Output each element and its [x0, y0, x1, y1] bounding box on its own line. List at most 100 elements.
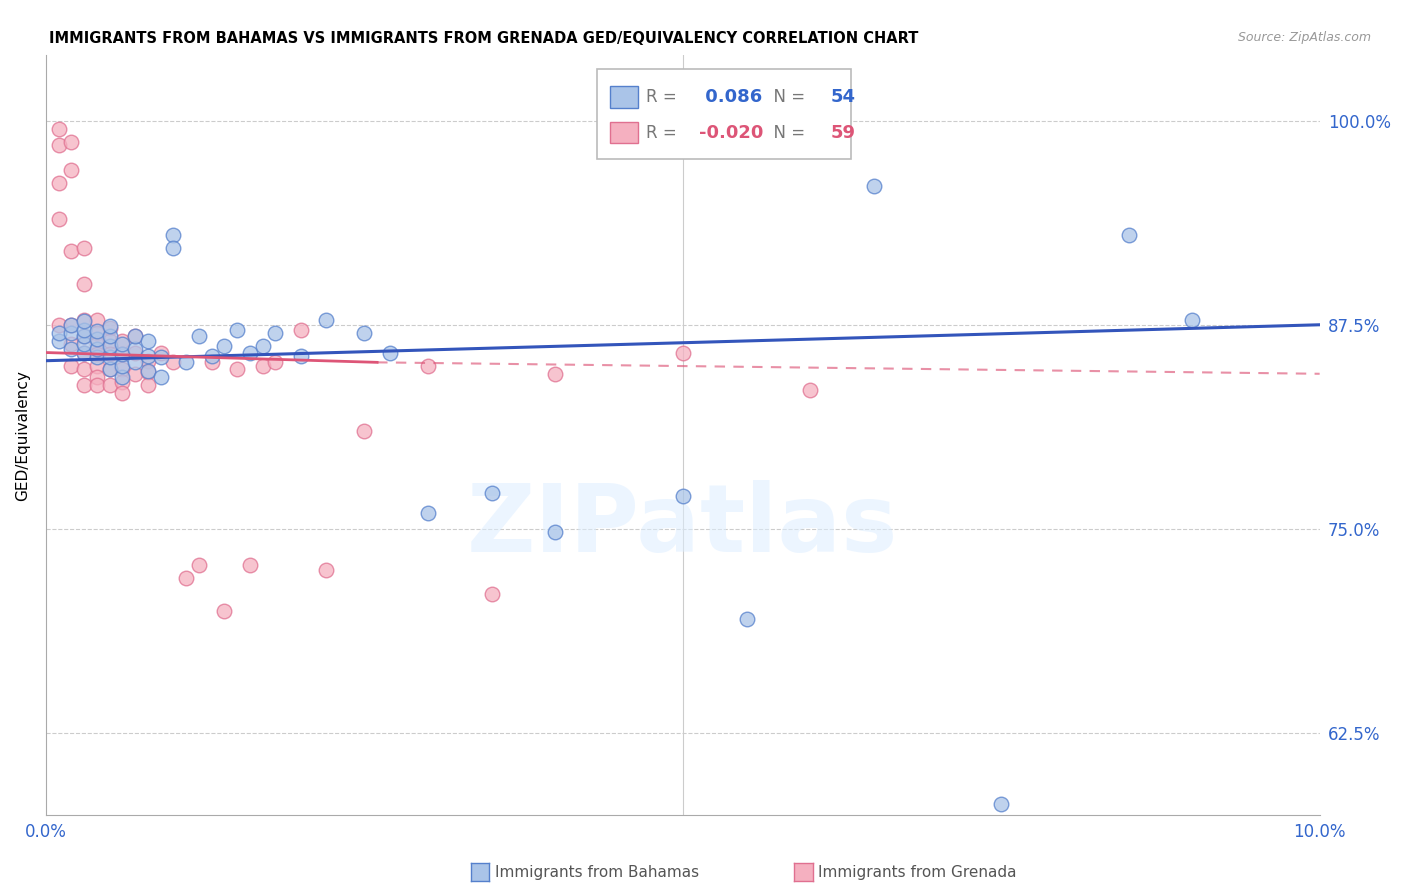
Point	[111, 370, 134, 384]
Text: R =: R =	[645, 124, 682, 142]
Point	[60, 359, 83, 373]
Point	[544, 525, 567, 540]
Point	[86, 333, 108, 347]
Point	[73, 277, 96, 291]
Point	[48, 326, 70, 340]
Point	[60, 135, 83, 149]
Y-axis label: GED/Equivalency: GED/Equivalency	[15, 369, 30, 500]
FancyBboxPatch shape	[610, 122, 638, 144]
Point	[86, 324, 108, 338]
Point	[136, 349, 159, 363]
Point	[136, 365, 159, 379]
Point	[1181, 313, 1204, 327]
Point	[111, 362, 134, 376]
Point	[672, 345, 695, 359]
Point	[48, 138, 70, 153]
Point	[98, 347, 121, 361]
Point	[481, 486, 503, 500]
Point	[200, 349, 222, 363]
Point	[1118, 227, 1140, 242]
Point	[226, 323, 249, 337]
Point	[174, 571, 197, 585]
Point	[60, 162, 83, 177]
Point	[48, 318, 70, 332]
Point	[226, 362, 249, 376]
Point	[672, 489, 695, 503]
Point	[86, 351, 108, 365]
Point	[124, 343, 146, 357]
Point	[111, 347, 134, 361]
Point	[86, 359, 108, 373]
Point	[378, 345, 401, 359]
Point	[86, 347, 108, 361]
Point	[73, 323, 96, 337]
Point	[149, 370, 172, 384]
Point	[60, 337, 83, 351]
Point	[111, 337, 134, 351]
Text: N =: N =	[763, 124, 810, 142]
Point	[124, 345, 146, 359]
Point	[315, 313, 337, 327]
Point	[86, 370, 108, 384]
Point	[214, 339, 236, 353]
Text: 54: 54	[831, 88, 856, 106]
Point	[111, 347, 134, 361]
Text: 59: 59	[831, 124, 856, 142]
Point	[86, 326, 108, 340]
Point	[98, 321, 121, 335]
Point	[239, 345, 262, 359]
Point	[149, 345, 172, 359]
Point	[124, 329, 146, 343]
Point	[174, 355, 197, 369]
Point	[98, 378, 121, 392]
Point	[98, 329, 121, 343]
Point	[86, 343, 108, 357]
Point	[111, 359, 134, 373]
Point	[48, 176, 70, 190]
Point	[73, 345, 96, 359]
Text: R =: R =	[645, 88, 682, 106]
Point	[60, 326, 83, 340]
Point	[73, 362, 96, 376]
Point	[48, 211, 70, 226]
Point	[264, 355, 287, 369]
Point	[252, 359, 274, 373]
FancyBboxPatch shape	[598, 69, 851, 160]
Point	[98, 362, 121, 376]
Point	[187, 558, 209, 572]
Point	[239, 558, 262, 572]
Point	[73, 329, 96, 343]
Text: IMMIGRANTS FROM BAHAMAS VS IMMIGRANTS FROM GRENADA GED/EQUIVALENCY CORRELATION C: IMMIGRANTS FROM BAHAMAS VS IMMIGRANTS FR…	[49, 31, 918, 46]
Point	[111, 386, 134, 401]
Point	[73, 313, 96, 327]
Point	[98, 334, 121, 348]
Point	[111, 375, 134, 389]
Point	[111, 334, 134, 348]
Point	[136, 378, 159, 392]
Point	[86, 378, 108, 392]
Point	[86, 337, 108, 351]
Point	[73, 241, 96, 255]
Text: N =: N =	[763, 88, 810, 106]
Point	[544, 367, 567, 381]
Point	[481, 587, 503, 601]
Point	[136, 353, 159, 368]
Point	[124, 367, 146, 381]
Point	[162, 227, 184, 242]
Point	[73, 329, 96, 343]
Point	[98, 362, 121, 376]
Point	[353, 326, 375, 340]
Point	[124, 355, 146, 369]
Point	[98, 339, 121, 353]
Point	[416, 359, 439, 373]
Point	[149, 351, 172, 365]
Point	[60, 318, 83, 332]
Text: -0.020: -0.020	[699, 124, 763, 142]
Point	[98, 319, 121, 334]
Point	[48, 121, 70, 136]
Point	[162, 241, 184, 255]
Point	[136, 363, 159, 377]
Point	[353, 424, 375, 438]
Point	[252, 339, 274, 353]
Point	[136, 334, 159, 348]
